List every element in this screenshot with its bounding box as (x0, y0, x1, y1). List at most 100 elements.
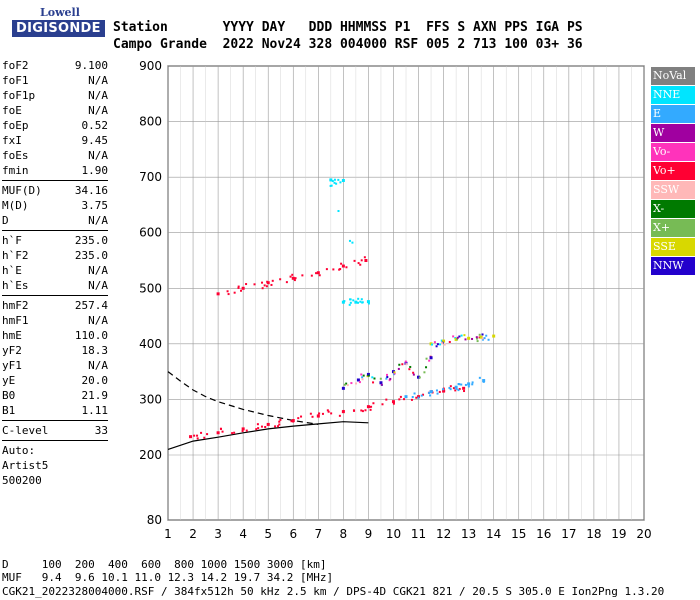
data-point (279, 418, 282, 421)
data-point (412, 373, 415, 376)
data-point (329, 178, 333, 182)
data-point (408, 368, 411, 371)
data-point (463, 390, 466, 393)
legend-item: Vo- (651, 143, 695, 161)
x-tick-label: 17 (561, 527, 576, 541)
data-point (380, 383, 383, 386)
data-point (264, 426, 267, 429)
param-label: B1 (2, 404, 16, 417)
data-point (370, 405, 373, 408)
param-value: 257.4 (74, 299, 108, 312)
param-row: hmF2 257.4 (2, 298, 108, 313)
data-point (359, 300, 362, 303)
param-label: h`Es (2, 279, 29, 292)
data-point (398, 363, 401, 366)
data-point (449, 388, 452, 391)
data-point (442, 339, 446, 343)
data-point (385, 377, 388, 380)
param-label: D (2, 214, 9, 227)
param-label: h`F2 (2, 249, 29, 262)
data-point (348, 303, 351, 306)
param-value: N/A (88, 264, 108, 277)
footer-file-info: CGK21_2022328004000.RSF / 384fx512h 50 k… (2, 585, 665, 598)
param-label: M(D) (2, 199, 29, 212)
data-point (350, 382, 353, 385)
param-value: N/A (88, 359, 108, 372)
data-point (241, 286, 245, 290)
param-row: hmE 110.0 (2, 328, 108, 343)
data-point (404, 360, 407, 363)
x-tick-label: 15 (511, 527, 526, 541)
data-point (353, 259, 356, 262)
data-point (341, 300, 345, 304)
param-divider (2, 180, 108, 181)
data-point (478, 336, 481, 339)
data-point (351, 241, 354, 244)
data-point (227, 293, 230, 296)
data-point (417, 396, 420, 399)
data-point (233, 431, 236, 434)
data-point (455, 387, 458, 390)
data-point (206, 433, 209, 436)
param-value: 34.16 (74, 184, 108, 197)
data-point (274, 425, 277, 428)
data-point (345, 266, 348, 269)
data-point (476, 337, 479, 340)
param-value: N/A (88, 314, 108, 327)
data-point (471, 337, 474, 340)
data-point (428, 359, 431, 362)
legend-item: NNW (651, 257, 695, 275)
data-point (349, 301, 352, 304)
param-row: C-level 33 (2, 423, 108, 438)
data-point (364, 409, 367, 412)
data-point (321, 412, 324, 415)
data-point (393, 371, 396, 374)
data-point (341, 264, 345, 268)
param-value: 110.0 (74, 329, 108, 342)
data-point (240, 289, 243, 292)
data-point (467, 382, 471, 386)
data-point (457, 389, 460, 392)
data-point (452, 387, 455, 390)
data-point (392, 402, 395, 405)
param-divider (2, 440, 108, 441)
data-point (417, 395, 421, 399)
param-label: foEp (2, 119, 29, 132)
data-point (343, 383, 346, 386)
param-value: 33 (94, 424, 108, 437)
data-point (342, 387, 345, 390)
param-note: 500200 (2, 474, 42, 487)
profile-curve (167, 421, 369, 450)
legend-item: Vo+ (651, 162, 695, 180)
footer-muf: MUF 9.4 9.6 10.1 11.0 12.3 14.2 19.7 34.… (2, 571, 334, 584)
data-point (300, 415, 303, 418)
data-point (436, 343, 439, 346)
data-point (418, 376, 421, 379)
data-point (361, 376, 364, 379)
y-tick-label: 700 (139, 170, 162, 184)
data-point (363, 256, 366, 259)
data-point (441, 388, 444, 391)
data-point (291, 419, 295, 423)
param-row: yF2 18.3 (2, 343, 108, 358)
data-point (367, 302, 370, 305)
data-point (339, 181, 342, 184)
param-divider (2, 295, 108, 296)
data-point (454, 385, 458, 389)
param-value: 9.100 (74, 59, 108, 72)
param-label: foEs (2, 149, 29, 162)
x-tick-label: 7 (314, 527, 322, 541)
x-tick-label: 2 (189, 527, 197, 541)
param-value: 1.90 (81, 164, 109, 177)
data-point (361, 301, 364, 304)
data-point (345, 382, 348, 385)
param-value: 1.11 (81, 404, 109, 417)
data-point (245, 429, 248, 432)
data-point (270, 283, 273, 286)
data-point (241, 430, 244, 433)
parameter-panel: foF2 9.100 foF1 N/A foF1p N/A foE N/A foEp 0.52 fx… (2, 58, 108, 488)
data-point (431, 343, 434, 346)
data-point (289, 275, 292, 278)
param-row: h`E N/A (2, 263, 108, 278)
param-row: D N/A (2, 213, 108, 228)
